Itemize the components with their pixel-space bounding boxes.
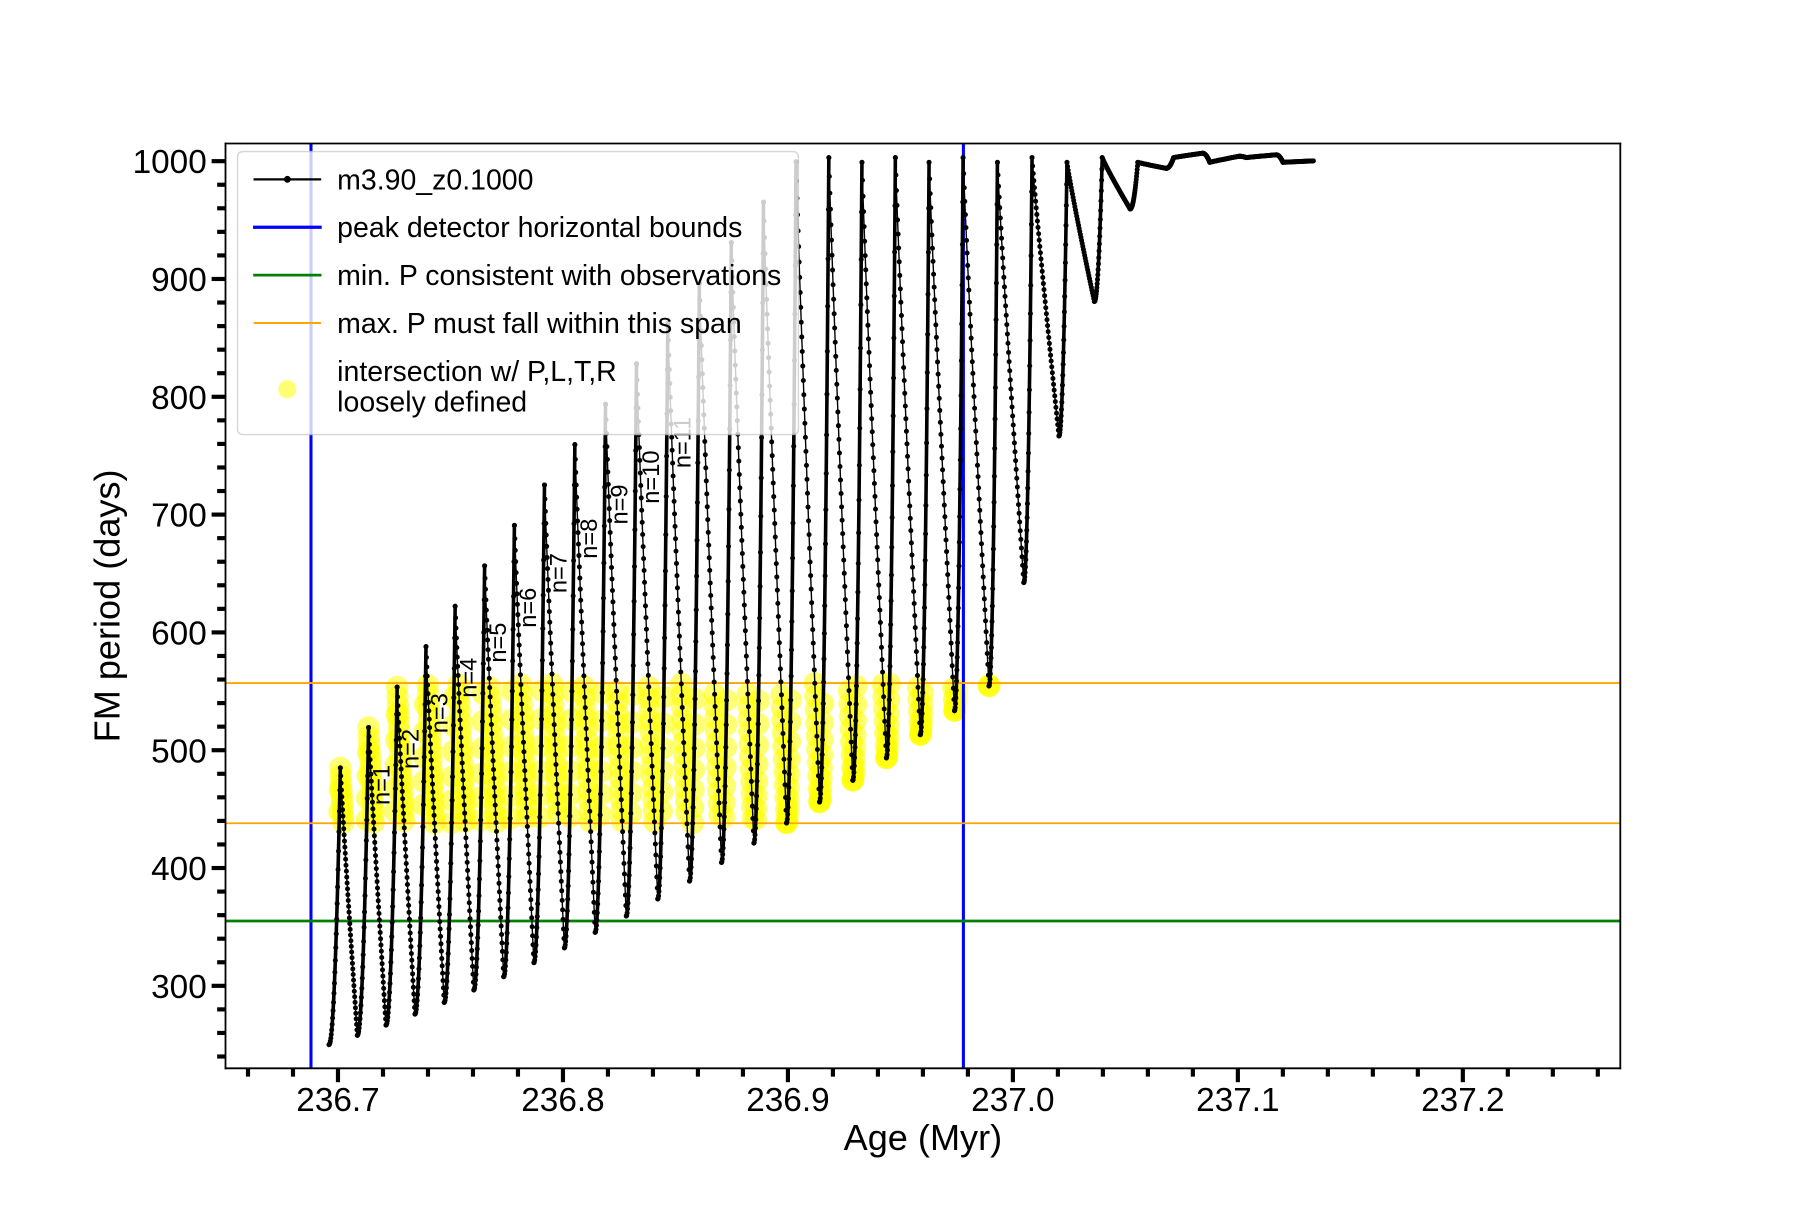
svg-text:intersection w/ P,L,T,R: intersection w/ P,L,T,R xyxy=(337,356,617,388)
svg-text:300: 300 xyxy=(151,969,207,1006)
svg-text:700: 700 xyxy=(151,498,207,535)
svg-text:n=9: n=9 xyxy=(608,484,634,524)
svg-text:800: 800 xyxy=(151,380,207,417)
svg-text:Age (Myr): Age (Myr) xyxy=(844,1117,1003,1158)
svg-text:m3.90_z0.1000: m3.90_z0.1000 xyxy=(337,164,533,196)
svg-text:peak detector horizontal bound: peak detector horizontal bounds xyxy=(337,212,742,244)
svg-text:236.7: 236.7 xyxy=(296,1082,379,1119)
svg-text:n=5: n=5 xyxy=(486,623,512,663)
svg-text:n=1: n=1 xyxy=(370,765,396,805)
svg-text:1000: 1000 xyxy=(133,144,207,181)
svg-text:FM period (days): FM period (days) xyxy=(87,469,128,742)
svg-text:236.9: 236.9 xyxy=(746,1082,829,1119)
svg-text:237.1: 237.1 xyxy=(1196,1082,1279,1119)
svg-text:n=6: n=6 xyxy=(516,588,542,628)
svg-text:237.2: 237.2 xyxy=(1421,1082,1504,1119)
svg-text:900: 900 xyxy=(151,262,207,299)
svg-text:n=8: n=8 xyxy=(577,519,603,559)
svg-text:237.0: 237.0 xyxy=(971,1082,1054,1119)
svg-text:loosely defined: loosely defined xyxy=(337,387,527,419)
svg-text:min. P consistent with observa: min. P consistent with observations xyxy=(337,260,781,292)
svg-text:400: 400 xyxy=(151,851,207,888)
svg-text:n=7: n=7 xyxy=(546,553,572,593)
svg-text:236.8: 236.8 xyxy=(521,1082,604,1119)
svg-text:n=10: n=10 xyxy=(639,451,665,504)
svg-text:max. P must fall within this s: max. P must fall within this span xyxy=(337,308,742,340)
svg-text:500: 500 xyxy=(151,733,207,770)
svg-text:600: 600 xyxy=(151,615,207,652)
